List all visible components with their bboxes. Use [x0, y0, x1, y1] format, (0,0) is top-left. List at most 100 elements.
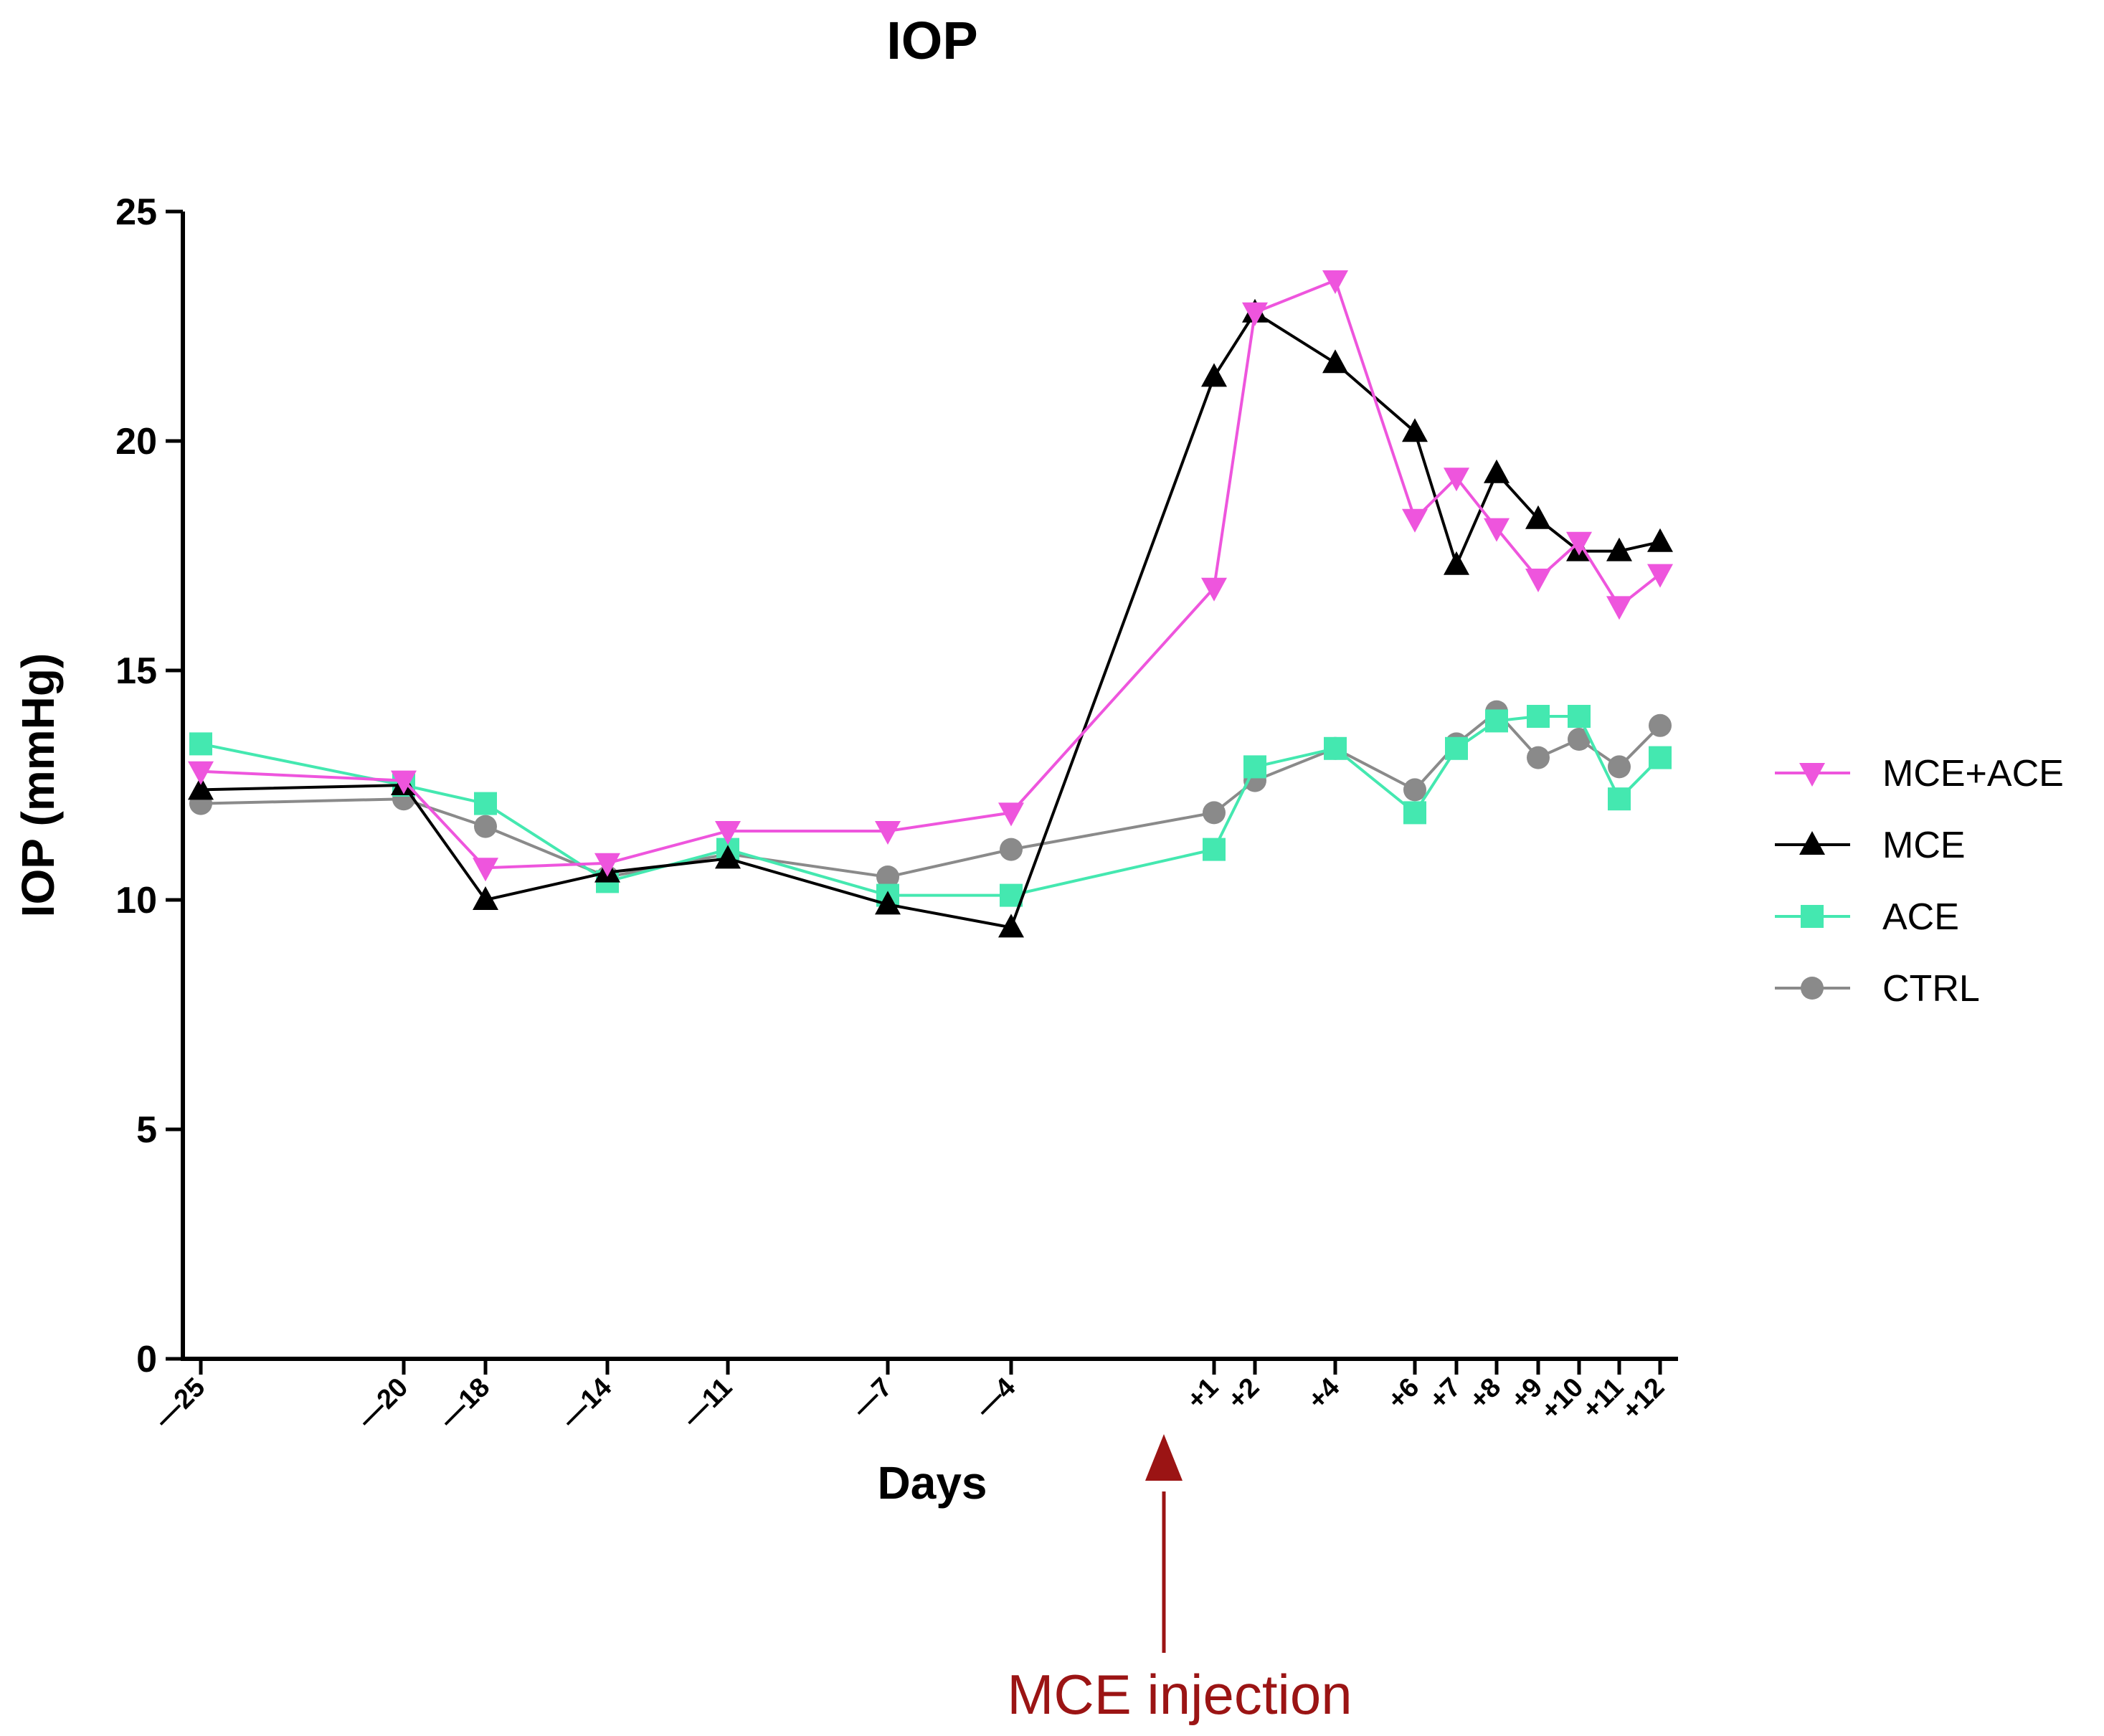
series-mce: [188, 298, 1673, 938]
data-point-mce-ace: [594, 853, 620, 877]
x-tick-label: +2: [1222, 1372, 1265, 1415]
data-point-mce: [1201, 363, 1227, 387]
x-tick-label: —14: [556, 1372, 617, 1434]
data-point-mce: [1484, 459, 1510, 483]
y-tick-label: 20: [115, 421, 157, 463]
data-point-ace: [1527, 705, 1550, 728]
mce-injection-annotation: MCE injection: [1007, 1434, 1352, 1726]
annotation-arrow-head: [1145, 1434, 1183, 1481]
x-tick-label: —20: [352, 1372, 414, 1434]
x-tick-label: —7: [847, 1372, 899, 1424]
legend-label: MCE: [1882, 825, 1966, 866]
y-tick-label: 10: [115, 880, 157, 921]
data-point-mce-ace: [1525, 569, 1551, 592]
x-tick-label: —18: [434, 1372, 496, 1434]
data-point-mce-ace: [1606, 596, 1632, 620]
x-tick-label: —4: [970, 1372, 1022, 1424]
data-point-ace: [1243, 755, 1266, 779]
legend-label: CTRL: [1882, 968, 1980, 1010]
x-ticks: —25 —20 —18 —14 —11 —7 —4 +1+2 +4 +6+7+8+9+10+11+…: [149, 1359, 1670, 1434]
data-point-mce-ace: [1242, 302, 1268, 326]
data-point-mce: [1402, 418, 1428, 442]
data-point-mce: [1322, 349, 1348, 374]
legend-item-ctrl: CTRL: [1775, 968, 1980, 1010]
y-tick-label: 25: [115, 191, 157, 233]
data-point-ace: [189, 732, 212, 756]
data-point-ace: [1445, 736, 1468, 760]
series-mce-ace: [188, 270, 1673, 882]
data-point-mce-ace: [391, 770, 417, 795]
legend-item-mce: MCE: [1775, 825, 1966, 866]
data-point-mce-ace: [715, 821, 741, 845]
data-point-ace: [1608, 787, 1631, 811]
y-ticks: 0 5 10 15 20 25: [115, 191, 183, 1380]
legend-marker: [1801, 977, 1824, 1000]
x-tick-label: +8: [1464, 1372, 1507, 1415]
data-point-mce-ace: [473, 858, 498, 882]
data-point-ctrl: [1649, 713, 1672, 737]
data-point-mce: [188, 776, 214, 800]
chart-title: IOP: [886, 11, 977, 70]
x-tick-label: —11: [677, 1372, 738, 1433]
data-point-mce-ace: [1322, 270, 1348, 294]
data-point-ace: [1568, 705, 1591, 728]
legend-label: ACE: [1882, 896, 1959, 938]
x-tick-label: +6: [1382, 1372, 1425, 1415]
x-tick-label: +7: [1423, 1372, 1466, 1415]
data-point-mce-ace: [188, 761, 214, 785]
y-tick-label: 15: [115, 650, 157, 692]
y-tick-label: 0: [136, 1339, 157, 1380]
data-point-mce: [1647, 528, 1673, 552]
data-point-mce-ace: [1566, 531, 1592, 556]
data-point-ctrl: [474, 815, 497, 838]
data-point-ctrl: [1527, 746, 1550, 769]
data-point-mce: [875, 891, 901, 915]
data-point-ctrl: [1203, 801, 1226, 825]
data-point-mce-ace: [1201, 577, 1227, 602]
legend-marker: [1799, 763, 1825, 787]
legend-item-mce-ace: MCE+ACE: [1775, 753, 2064, 795]
y-axis-title: IOP (mmHg): [12, 653, 64, 918]
x-tick-label: +4: [1302, 1372, 1345, 1415]
data-point-ctrl: [1403, 778, 1426, 802]
data-point-mce: [715, 845, 741, 869]
data-point-ace: [474, 792, 497, 815]
data-point-mce-ace: [875, 821, 901, 845]
x-tick-label: +11: [1577, 1372, 1630, 1426]
series-layer: [188, 270, 1673, 938]
data-point-mce: [998, 914, 1024, 938]
x-tick-label: —25: [149, 1372, 211, 1434]
data-point-ace: [1324, 736, 1347, 760]
data-point-ace: [1203, 838, 1226, 861]
data-point-mce: [1606, 537, 1632, 561]
data-point-ctrl: [1000, 838, 1023, 861]
series-line-ctrl: [200, 709, 1662, 879]
data-point-mce: [473, 886, 498, 910]
data-point-ace: [1485, 709, 1508, 733]
legend-marker: [1801, 905, 1824, 928]
data-point-mce-ace: [1402, 508, 1428, 533]
legend-item-ace: ACE: [1775, 896, 1959, 938]
legend-label: MCE+ACE: [1882, 753, 2064, 795]
legend: MCE+ACE MCE ACE CTRL: [1775, 753, 2064, 1010]
data-point-ctrl: [1608, 755, 1631, 779]
data-point-ctrl: [1568, 728, 1591, 751]
data-point-mce: [1444, 551, 1469, 575]
axes: [181, 212, 1678, 1361]
series-line-mce-ace: [200, 278, 1662, 870]
annotation-text: MCE injection: [1007, 1663, 1352, 1726]
data-point-mce-ace: [1647, 564, 1673, 588]
x-tick-label: +1: [1181, 1372, 1224, 1415]
data-point-ace: [1403, 801, 1426, 825]
data-point-ace: [1649, 746, 1672, 769]
data-point-mce-ace: [1484, 518, 1510, 542]
data-point-mce-ace: [1444, 468, 1469, 492]
y-tick-label: 5: [136, 1109, 157, 1151]
data-point-mce-ace: [998, 802, 1024, 827]
series-line-mce: [200, 310, 1661, 929]
data-point-mce: [1525, 505, 1551, 529]
x-tick-label: +12: [1616, 1372, 1670, 1426]
data-point-ctrl: [876, 865, 899, 888]
x-axis-title: Days: [878, 1457, 987, 1509]
